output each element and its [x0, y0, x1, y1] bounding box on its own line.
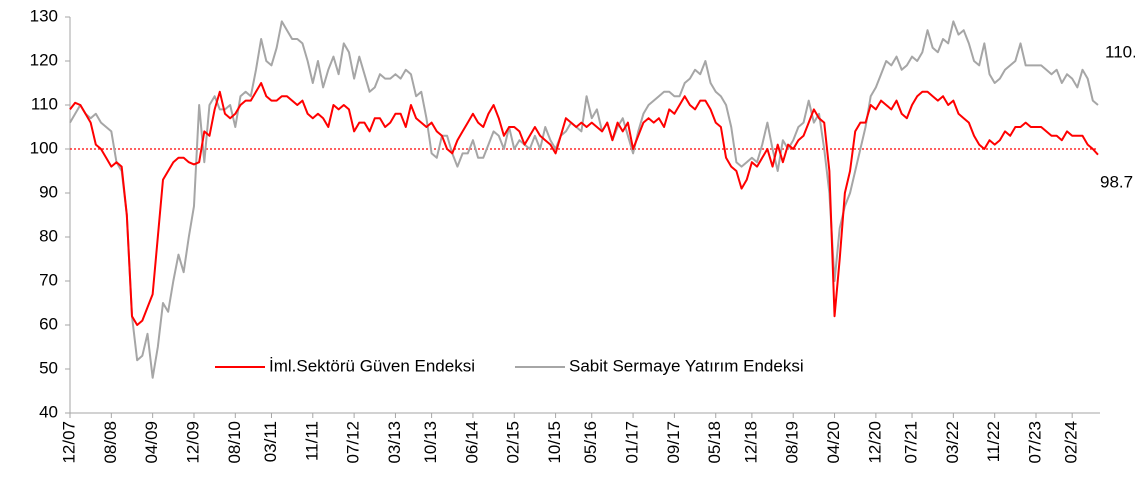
x-tick-label: 08/19 — [783, 421, 802, 464]
x-tick-label: 10/15 — [545, 421, 564, 464]
y-tick-label: 90 — [39, 182, 58, 201]
legend-label: İml.Sektörü Güven Endeksi — [269, 356, 475, 375]
x-tick-label: 03/13 — [385, 421, 404, 464]
x-tick-label: 12/18 — [741, 421, 760, 464]
y-tick-label: 50 — [39, 358, 58, 377]
y-tick-label: 40 — [39, 402, 58, 421]
x-tick-label: 07/21 — [902, 421, 921, 464]
x-tick-label: 03/22 — [943, 421, 962, 464]
x-tick-label: 12/20 — [865, 421, 884, 464]
y-tick-label: 100 — [30, 138, 58, 157]
x-tick-label: 02/24 — [1062, 421, 1081, 464]
y-tick-label: 70 — [39, 270, 58, 289]
x-tick-label: 07/12 — [344, 421, 363, 464]
x-tick-label: 04/20 — [824, 421, 843, 464]
x-tick-label: 09/17 — [664, 421, 683, 464]
x-tick-label: 05/16 — [581, 421, 600, 464]
series-line — [69, 82, 1099, 326]
x-tick-label: 02/15 — [504, 421, 523, 464]
x-tick-label: 04/09 — [142, 421, 161, 464]
y-tick-label: 130 — [30, 6, 58, 25]
x-tick-label: 03/11 — [261, 421, 280, 462]
x-tick-label: 08/08 — [101, 421, 120, 464]
series-line — [69, 20, 1099, 379]
x-tick-label: 12/07 — [59, 421, 78, 464]
x-tick-label: 06/14 — [462, 421, 481, 464]
y-tick-label: 60 — [39, 314, 58, 333]
legend-label: Sabit Sermaye Yatırım Endeksi — [569, 356, 804, 375]
x-tick-label: 11/11 — [302, 421, 321, 461]
annotation: 98.7 — [1100, 172, 1133, 191]
x-tick-label: 11/22 — [984, 421, 1003, 462]
y-tick-label: 80 — [39, 226, 58, 245]
x-tick-label: 10/13 — [421, 421, 440, 464]
x-tick-label: 01/17 — [623, 421, 642, 464]
x-tick-label: 07/23 — [1025, 421, 1044, 464]
y-tick-label: 110 — [31, 94, 58, 113]
y-tick-label: 120 — [30, 50, 58, 69]
annotation: 110.0 — [1105, 42, 1135, 61]
x-tick-label: 08/10 — [225, 421, 244, 464]
x-tick-label: 12/09 — [183, 421, 202, 464]
x-tick-label: 05/18 — [705, 421, 724, 464]
